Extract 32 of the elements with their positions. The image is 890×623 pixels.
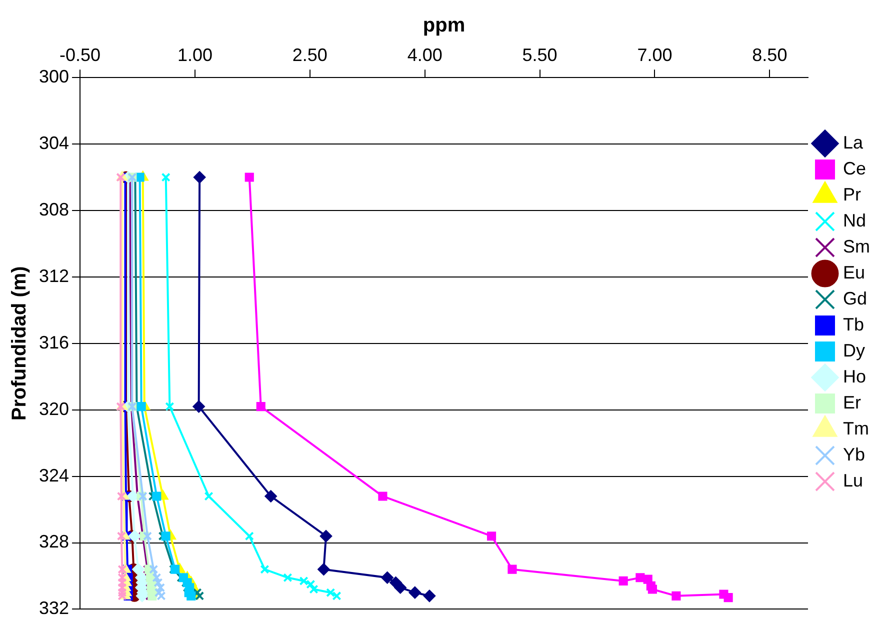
x-tick-label: 4.00 xyxy=(407,44,442,65)
legend-label: Dy xyxy=(843,340,865,360)
x-tick-label: 8.50 xyxy=(752,44,788,65)
y-tick-label: 308 xyxy=(38,199,70,220)
legend-label: Eu xyxy=(843,262,866,282)
y-tick-label: 320 xyxy=(38,398,70,419)
y-tick-label: 328 xyxy=(38,532,70,552)
legend-label: Sm xyxy=(843,236,870,256)
legend-label: Lu xyxy=(843,470,864,490)
legend-label: La xyxy=(843,132,864,152)
x-tick-label: -0.50 xyxy=(60,44,101,65)
x-tick-label: 7.00 xyxy=(637,44,672,65)
x-tick-label: 2.50 xyxy=(292,44,328,65)
y-tick-label: 316 xyxy=(38,332,70,352)
legend-label: Ce xyxy=(843,158,866,178)
y-tick-label: 304 xyxy=(38,133,70,154)
legend-label: Ho xyxy=(843,366,866,386)
y-tick-label: 312 xyxy=(38,266,70,286)
y-axis-title: Profundidad (m) xyxy=(8,266,31,421)
x-tick-label: 5.50 xyxy=(522,44,558,65)
legend-label: Yb xyxy=(843,444,866,464)
legend-label: Tb xyxy=(843,314,864,334)
legend-label: Tm xyxy=(843,418,869,438)
y-tick-label: 300 xyxy=(38,66,70,87)
y-tick-label: 324 xyxy=(38,465,70,486)
legend-label: Pr xyxy=(843,184,862,204)
y-tick-label: 332 xyxy=(38,598,70,618)
legend-label: Er xyxy=(843,392,862,412)
legend-label: Nd xyxy=(843,210,866,230)
x-tick-label: 1.00 xyxy=(177,44,212,65)
legend-label: Gd xyxy=(843,288,868,308)
x-axis-title: ppm xyxy=(422,14,466,37)
